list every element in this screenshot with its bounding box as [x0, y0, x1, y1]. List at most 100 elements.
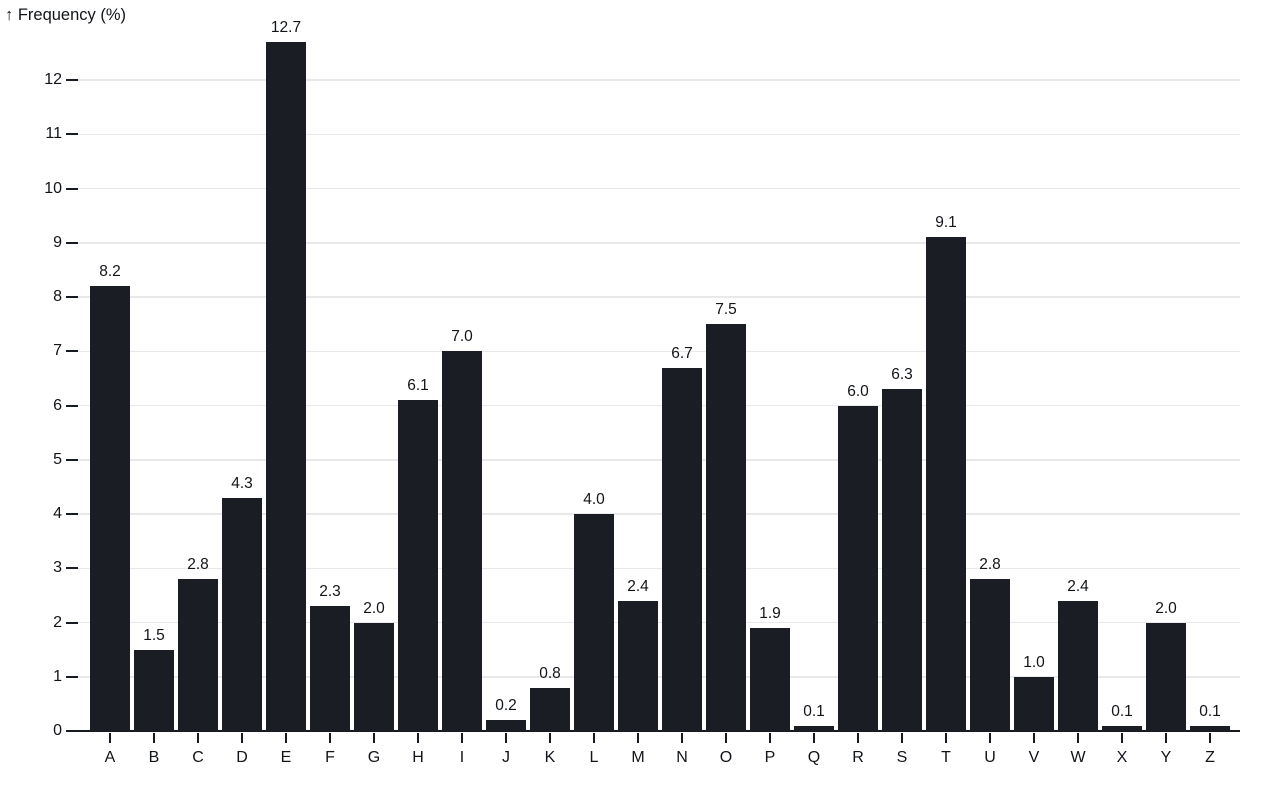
x-tick-label: F — [325, 749, 335, 766]
y-tick-label: 12 — [44, 71, 62, 88]
y-tick-dash — [66, 350, 78, 353]
x-tick-label: X — [1116, 749, 1128, 766]
y-tick-dash — [66, 675, 78, 678]
y-tick-dash — [66, 567, 78, 570]
bar — [530, 687, 570, 731]
x-tick-mark — [1165, 733, 1167, 743]
bar-value-label: 2.0 — [363, 599, 385, 617]
y-grid-line — [78, 79, 1240, 81]
bar — [134, 649, 174, 731]
x-tick-mark — [197, 733, 199, 743]
x-tick-label: R — [852, 749, 864, 766]
bar — [970, 579, 1010, 731]
bar-value-label: 9.1 — [935, 214, 957, 232]
x-tick-label: M — [631, 749, 645, 766]
bar — [398, 400, 438, 731]
bar-value-label: 2.4 — [1067, 577, 1089, 595]
y-tick-dash — [66, 621, 78, 624]
x-tick-mark — [109, 733, 111, 743]
y-tick-label: 7 — [53, 342, 62, 360]
bar — [926, 237, 966, 731]
y-grid-line — [78, 296, 1240, 298]
x-tick-mark — [329, 733, 331, 743]
x-tick-mark — [813, 733, 815, 743]
bar-value-label: 2.8 — [187, 556, 209, 574]
x-tick-label: N — [676, 749, 688, 766]
bar-value-label: 2.0 — [1155, 599, 1177, 617]
x-axis-line — [66, 730, 1240, 732]
y-tick-label: 0 — [53, 722, 62, 739]
x-tick-mark — [461, 733, 463, 743]
y-tick-label: 9 — [53, 233, 62, 251]
bar-value-label: 6.7 — [671, 344, 693, 362]
y-grid-line — [78, 242, 1240, 244]
y-tick-label: 5 — [53, 450, 62, 468]
x-tick-mark — [241, 733, 243, 743]
x-tick-mark — [989, 733, 991, 743]
bar — [574, 514, 614, 731]
x-tick-mark — [901, 733, 903, 743]
bar-value-label: 7.0 — [451, 328, 473, 346]
x-tick-mark — [637, 733, 639, 743]
y-tick-label: 4 — [53, 505, 62, 522]
x-tick-mark — [1209, 733, 1211, 743]
bar-value-label: 2.4 — [627, 577, 649, 595]
x-tick-mark — [769, 733, 771, 743]
bar — [1058, 600, 1098, 731]
y-grid-line — [78, 567, 1240, 569]
bar-value-label: 1.0 — [1023, 653, 1045, 671]
bar — [838, 405, 878, 731]
x-tick-label: I — [459, 749, 465, 766]
bar-value-label: 7.5 — [715, 301, 737, 319]
y-grid-line — [78, 459, 1240, 461]
x-tick-label: V — [1028, 749, 1040, 766]
x-tick-label: G — [367, 749, 381, 766]
bar — [178, 579, 218, 731]
x-tick-label: T — [941, 749, 951, 766]
bar-value-label: 6.3 — [891, 366, 913, 384]
x-tick-label: U — [984, 749, 996, 766]
bar — [706, 324, 746, 731]
y-tick-dash — [66, 79, 78, 81]
y-tick-dash — [66, 513, 78, 515]
x-tick-mark — [857, 733, 859, 743]
y-tick-dash — [66, 458, 78, 461]
bar — [662, 367, 702, 731]
bar-value-label: 8.2 — [99, 263, 121, 281]
bar — [310, 606, 350, 731]
x-tick-mark — [285, 733, 287, 743]
y-tick-label: 1 — [53, 667, 62, 685]
bar — [442, 351, 482, 731]
x-tick-mark — [593, 733, 595, 743]
x-tick-label: W — [1070, 749, 1086, 766]
y-tick-dash — [66, 133, 78, 136]
bar — [1102, 725, 1142, 731]
y-grid-line — [78, 513, 1240, 515]
y-tick-label: 3 — [53, 559, 62, 577]
x-tick-mark — [505, 733, 507, 743]
x-tick-label: D — [236, 749, 248, 766]
y-tick-dash — [66, 404, 78, 407]
bar-value-label: 0.2 — [495, 697, 517, 715]
x-tick-label: O — [719, 749, 733, 766]
x-tick-mark — [681, 733, 683, 743]
x-tick-mark — [1033, 733, 1035, 743]
y-grid-line — [78, 404, 1240, 407]
bar — [882, 389, 922, 731]
bar — [1014, 676, 1054, 731]
x-tick-label: B — [148, 749, 160, 766]
x-tick-mark — [1121, 733, 1123, 743]
y-tick-dash — [66, 187, 78, 190]
y-tick-label: 6 — [53, 396, 62, 414]
y-grid-line — [78, 676, 1240, 678]
bar-value-label: 1.5 — [143, 626, 165, 644]
y-tick-dash — [66, 241, 78, 244]
y-tick-dash — [66, 296, 78, 298]
bar-value-label: 4.0 — [583, 491, 605, 508]
x-tick-label: J — [502, 749, 510, 766]
bar-value-label: 0.8 — [539, 664, 561, 682]
bar — [266, 42, 306, 731]
bar-value-label: 4.3 — [231, 474, 253, 492]
y-grid-line — [78, 133, 1240, 135]
